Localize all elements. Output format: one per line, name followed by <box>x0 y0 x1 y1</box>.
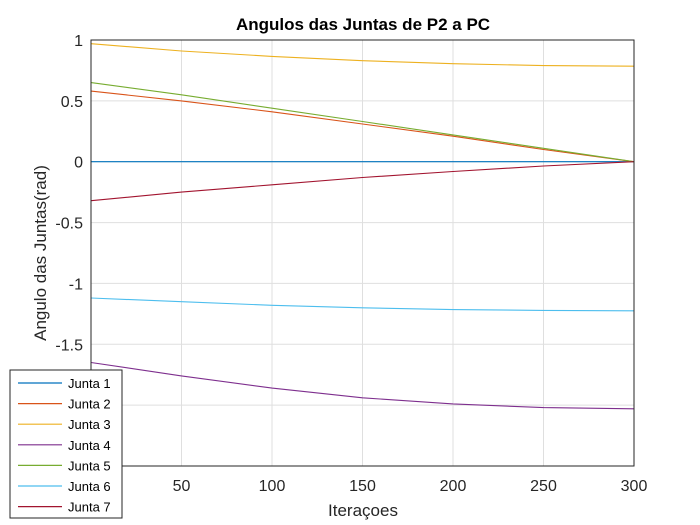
plot-frame <box>90 39 635 467</box>
x-tick-labels: 50 100 150 200 250 300 <box>173 478 648 495</box>
legend-box <box>9 369 123 519</box>
series-line-5 <box>90 82 635 163</box>
legend-label: Junta 2 <box>68 397 111 412</box>
x-tick-label: 150 <box>349 478 376 495</box>
y-tick-label: -1 <box>69 276 83 293</box>
x-tick-label: 50 <box>173 478 191 495</box>
series-line-7 <box>90 161 635 202</box>
chart-title: Angulos das Juntas de P2 a PC <box>236 15 490 34</box>
x-tick-label: 300 <box>621 478 648 495</box>
legend-label: Junta 7 <box>68 500 111 515</box>
legend-label: Junta 4 <box>68 438 111 453</box>
y-tick-labels: -1.5 -1 -0.5 0 0.5 1 <box>55 33 83 354</box>
series-line-6 <box>90 297 635 312</box>
y-tick-label: 0 <box>74 155 83 172</box>
series-line-2 <box>90 90 635 163</box>
y-tick-label: 1 <box>74 33 83 50</box>
legend-label: Junta 3 <box>68 417 111 432</box>
y-axis-label: Angulo das Juntas(rad) <box>31 165 50 341</box>
y-tick-label: 0.5 <box>61 94 83 111</box>
legend-label: Junta 1 <box>68 376 111 391</box>
x-tick-label: 250 <box>530 478 557 495</box>
y-tick-label: -1.5 <box>55 337 83 354</box>
legend: Junta 1 Junta 2 Junta 3 Junta 4 Junta 5 Junta… <box>9 369 123 519</box>
x-tick-label: 100 <box>259 478 286 495</box>
x-tick-label: 200 <box>440 478 467 495</box>
series-line-4 <box>90 361 635 410</box>
x-axis-label: Iteraçoes <box>328 501 398 520</box>
series-line-3 <box>90 43 635 67</box>
y-tick-label: -0.5 <box>55 216 83 233</box>
series-lines <box>90 43 635 410</box>
legend-label: Junta 5 <box>68 458 111 473</box>
legend-label: Junta 6 <box>68 479 111 494</box>
